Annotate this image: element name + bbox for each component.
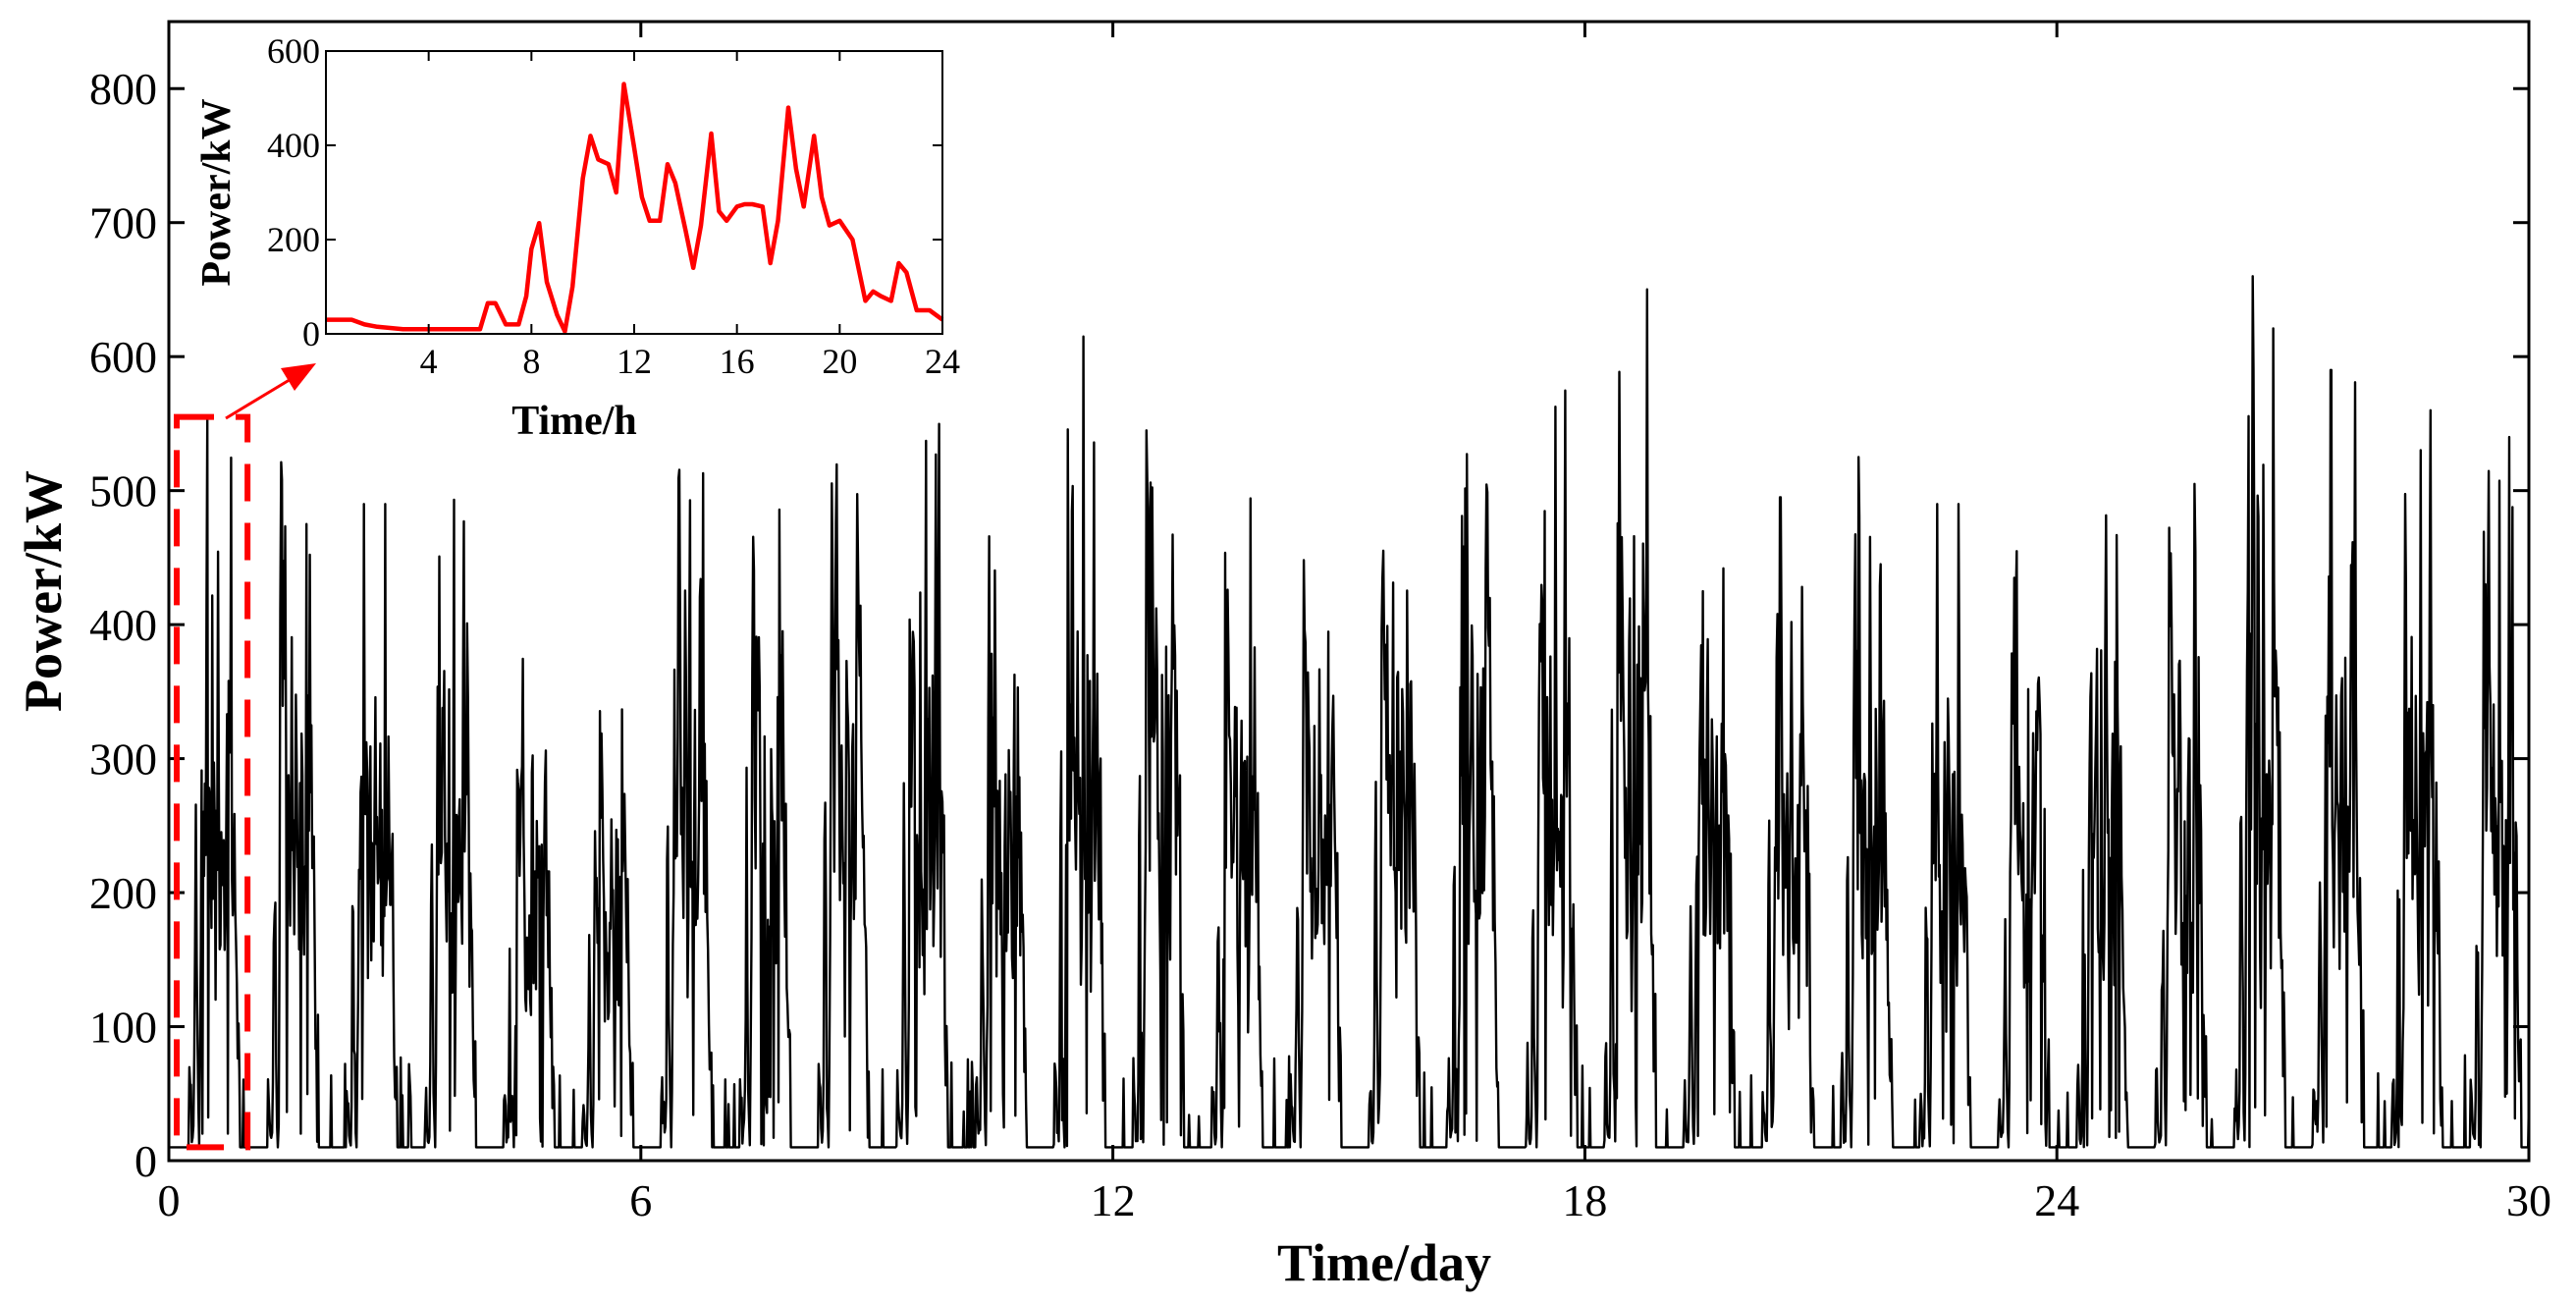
main-x-tick-label: 18 — [1562, 1175, 1607, 1225]
main-y-tick-label: 100 — [89, 1003, 157, 1053]
inset-x-tick-label: 12 — [617, 342, 652, 381]
main-x-tick-label: 30 — [2506, 1175, 2551, 1225]
inset-x-tick-label: 16 — [720, 342, 755, 381]
inset-power-series-line — [326, 82, 944, 334]
main-y-tick-label: 700 — [89, 198, 157, 248]
inset-y-tick-label: 600 — [267, 31, 320, 71]
main-y-tick-label: 400 — [89, 600, 157, 650]
main-y-tick-label: 600 — [89, 332, 157, 382]
main-power-series-line — [168, 275, 2531, 1149]
main-y-tick-label: 500 — [89, 466, 157, 516]
inset-x-tick-label: 8 — [522, 342, 540, 381]
main-plot-frame — [167, 20, 2531, 1163]
main-x-axis-title: Time/day — [1277, 1233, 1491, 1292]
main-y-tick-label: 200 — [89, 868, 157, 918]
inset-x-tick-label: 20 — [822, 342, 857, 381]
main-y-tick-label: 300 — [89, 734, 157, 785]
inset-y-tick-label: 400 — [267, 126, 320, 165]
inset-y-tick-label: 200 — [267, 220, 320, 259]
callout-arrow — [225, 363, 316, 420]
callout-arrow-line — [225, 376, 294, 420]
inset-background — [326, 51, 942, 334]
inset-y-axis-title: Power/kW — [194, 98, 240, 286]
main-x-tick-label: 24 — [2034, 1175, 2079, 1225]
highlight-box — [174, 413, 251, 1151]
inset-x-tick-label: 4 — [420, 342, 438, 381]
main-x-tick-label: 0 — [158, 1175, 181, 1225]
main-x-tick-label: 6 — [629, 1175, 652, 1225]
main-x-tick-label: 12 — [1091, 1175, 1136, 1225]
main-y-axis-title: Power/kW — [14, 470, 73, 712]
inset-x-axis-title: Time/h — [511, 399, 637, 444]
main-y-tick-label: 0 — [134, 1136, 157, 1186]
inset-chart: 4 8 12 16 20 24 0 200 400 600 Time/h Power/kW — [194, 31, 960, 444]
inset-axis-ticks: 4 8 12 16 20 24 0 200 400 600 — [267, 31, 960, 381]
main-y-tick-label: 800 — [89, 64, 157, 114]
callout-arrow-head — [281, 363, 316, 391]
inset-x-tick-label: 24 — [925, 342, 960, 381]
inset-y-tick-label: 0 — [302, 314, 320, 353]
